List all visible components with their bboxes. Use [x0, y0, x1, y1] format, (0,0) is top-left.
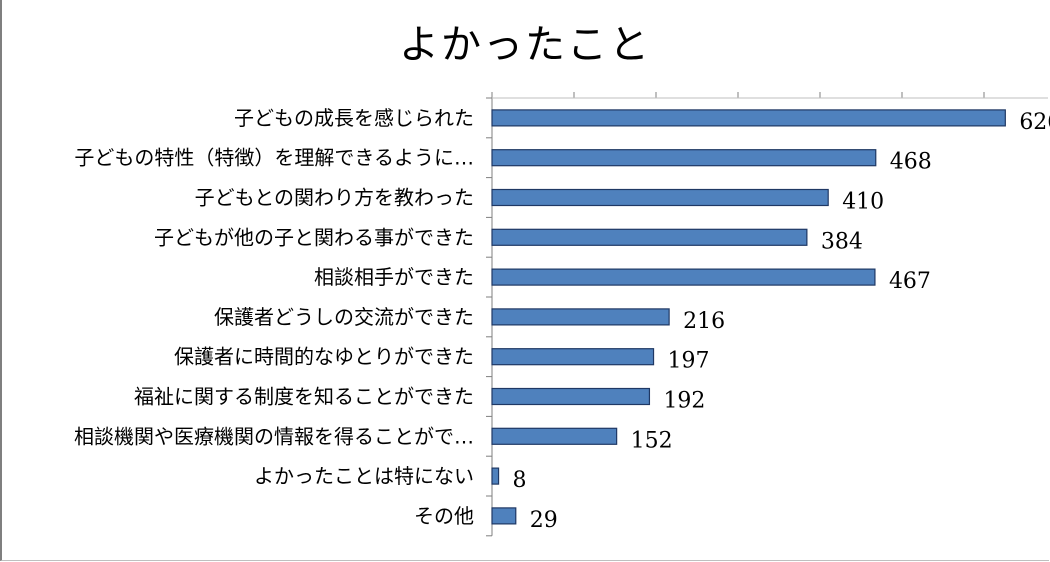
- bar: [491, 427, 618, 445]
- chart-labels: 子どもの成長を感じられた 626 子どもの特性（特徴）を理解できるように… 468 子ど…: [74, 106, 1050, 533]
- bar: [491, 387, 651, 406]
- value-label: 192: [663, 389, 705, 414]
- bar: [491, 467, 500, 485]
- bar: [491, 268, 876, 286]
- chart-title: よかったこと: [399, 22, 651, 68]
- category-label: 相談相手ができた: [314, 265, 474, 289]
- chart-axes: [486, 92, 1048, 537]
- value-label: 29: [530, 508, 558, 533]
- category-label: その他: [414, 504, 474, 528]
- category-label: 子どもが他の子と関わる事ができた: [154, 225, 474, 249]
- value-label: 626: [1019, 110, 1050, 135]
- value-label: 8: [513, 468, 527, 493]
- bar: [491, 109, 1006, 127]
- category-label: 子どもとの関わり方を教わった: [195, 186, 474, 210]
- category-label: 保護者に時間的なゆとりができた: [174, 345, 474, 369]
- value-label: 410: [842, 190, 884, 215]
- bar: [491, 348, 655, 366]
- chart-bars: [491, 109, 1006, 525]
- category-label: 福祉に関する制度を知ることができた: [134, 385, 474, 409]
- value-label: 468: [890, 150, 932, 175]
- bar: [491, 308, 670, 326]
- value-label: 467: [889, 269, 931, 294]
- value-label: 152: [631, 428, 673, 453]
- bar: [491, 188, 829, 207]
- bar: [491, 149, 877, 167]
- value-label: 216: [683, 309, 725, 334]
- bar: [491, 507, 517, 525]
- category-label: 子どもの成長を感じられた: [234, 106, 474, 130]
- value-label: 197: [668, 349, 710, 374]
- category-label: よかったことは特にない: [254, 464, 474, 488]
- bar: [491, 228, 808, 246]
- category-label: 子どもの特性（特徴）を理解できるように…: [74, 146, 474, 170]
- category-label: 相談機関や医療機関の情報を得ることがで…: [74, 424, 474, 448]
- value-label: 384: [821, 229, 863, 254]
- category-label: 保護者どうしの交流ができた: [214, 305, 474, 329]
